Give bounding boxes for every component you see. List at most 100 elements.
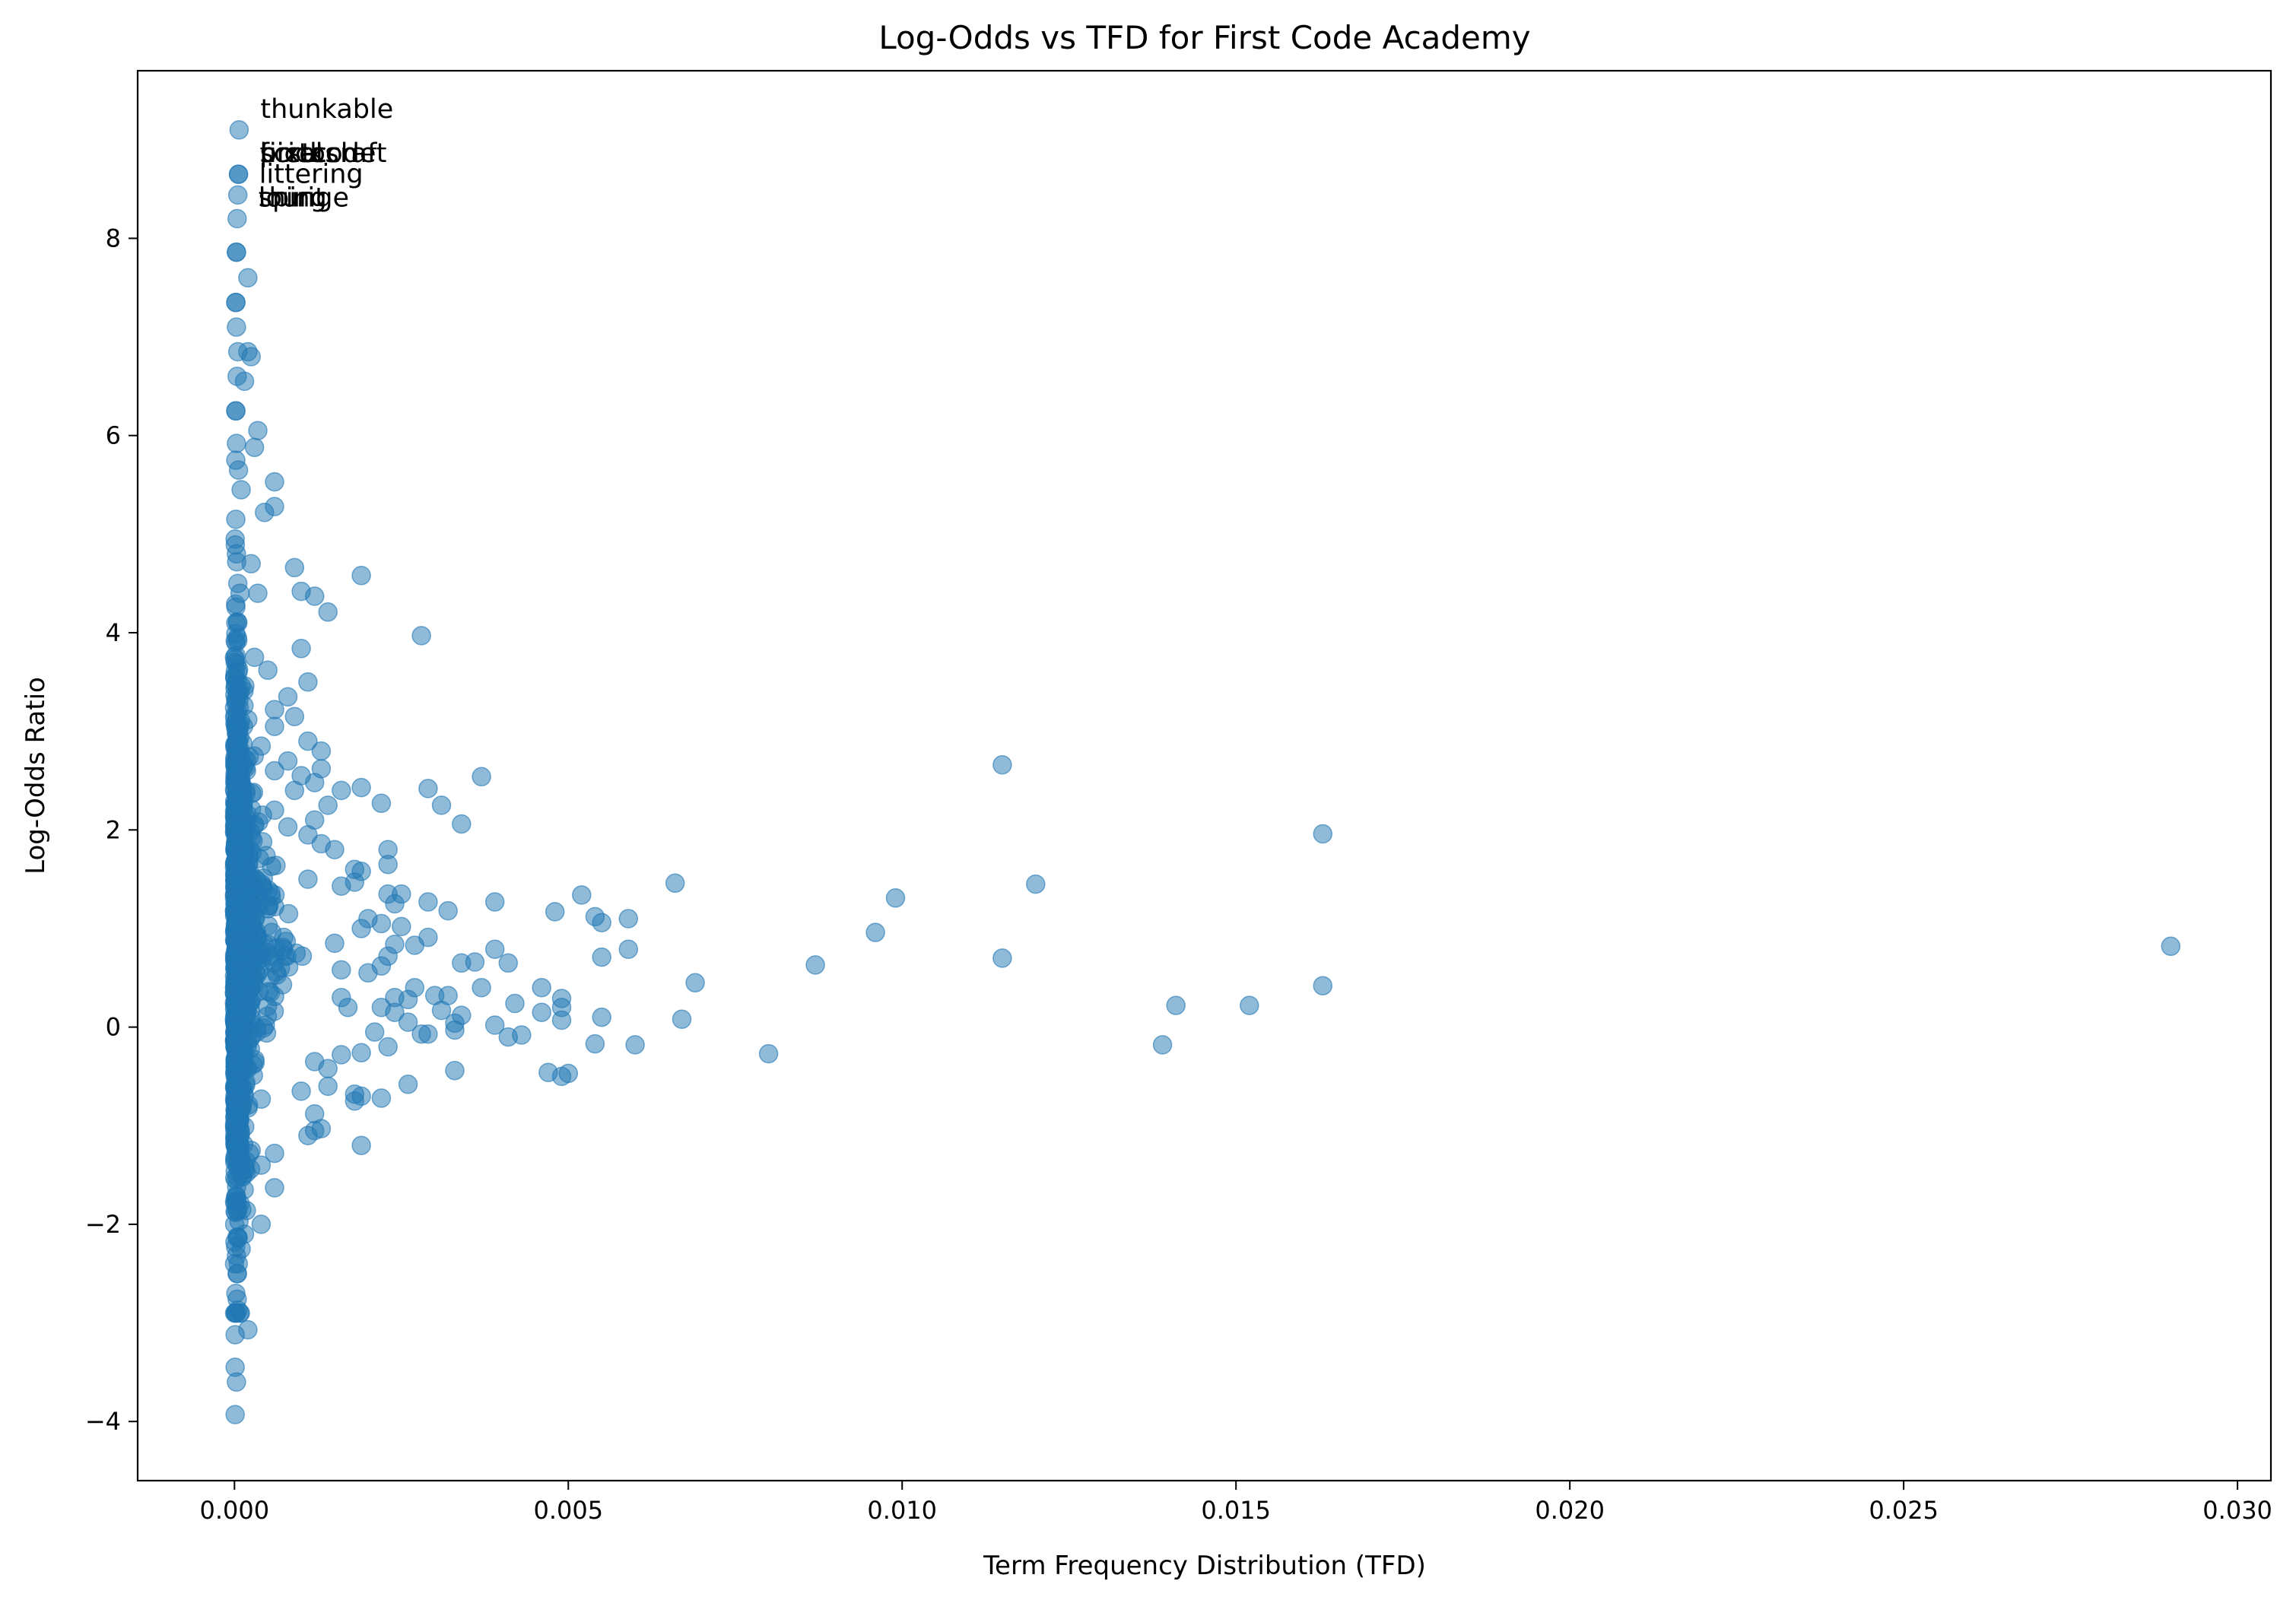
y-tick-label: 2: [106, 815, 121, 844]
data-point: [592, 913, 611, 932]
data-point: [298, 825, 318, 845]
data-point: [226, 401, 246, 421]
data-point: [431, 1000, 452, 1021]
data-point: [532, 1002, 551, 1022]
x-tick-label: 0.000: [199, 1496, 269, 1525]
x-tick-label: 0.030: [2202, 1496, 2272, 1525]
point-annotation: scratch: [260, 138, 357, 169]
data-point: [371, 1088, 392, 1108]
data-point: [240, 934, 259, 954]
data-point: [226, 1056, 246, 1077]
data-point: [465, 952, 485, 972]
data-point: [672, 1009, 692, 1029]
data-point: [398, 1012, 418, 1032]
data-point: [685, 973, 705, 993]
point-annotation: bricks: [260, 138, 339, 169]
data-point: [338, 997, 358, 1018]
data-point: [1152, 1035, 1173, 1055]
data-point: [592, 1007, 611, 1027]
data-point: [545, 902, 565, 922]
data-point: [265, 760, 284, 781]
data-point: [398, 1075, 418, 1094]
data-point: [378, 854, 398, 875]
data-point: [572, 885, 592, 905]
data-point: [238, 268, 258, 288]
data-point: [1313, 976, 1333, 995]
data-point: [248, 583, 268, 603]
data-point: [592, 947, 611, 967]
plot-frame: [136, 69, 2272, 1482]
point-annotation: thunkable: [260, 94, 393, 125]
data-point: [284, 706, 305, 726]
x-axis-title: Term Frequency Distribution (TFD): [983, 1551, 1426, 1581]
data-point: [228, 460, 249, 480]
data-point: [298, 672, 318, 692]
data-point: [385, 894, 405, 914]
data-point: [445, 1020, 465, 1040]
data-point: [262, 856, 281, 877]
y-tick-label: 6: [106, 421, 121, 450]
data-point: [472, 977, 491, 998]
data-point: [227, 433, 246, 453]
data-point: [227, 242, 246, 262]
data-point: [244, 647, 265, 668]
data-point: [271, 958, 291, 978]
data-point: [332, 780, 351, 801]
data-point: [265, 700, 284, 719]
point-annotation: lounge: [259, 183, 349, 214]
data-point: [438, 900, 458, 921]
data-point: [228, 164, 249, 184]
x-tick-label: 0.020: [1535, 1496, 1605, 1525]
data-point: [232, 966, 252, 986]
data-point: [405, 935, 425, 955]
data-point: [332, 876, 351, 896]
data-point: [371, 913, 392, 934]
annotations-layer: thunkable scratchpictocraftfirstcodebrick…: [259, 94, 393, 214]
data-point: [332, 1045, 351, 1065]
data-point: [378, 1037, 398, 1057]
chart-title: Log-Odds vs TFD for First Code Academy: [878, 19, 1530, 56]
data-point: [298, 1126, 318, 1145]
point-annotation: littering: [259, 159, 364, 189]
data-point: [418, 1024, 438, 1044]
data-point: [351, 777, 371, 798]
point-annotation: thing: [259, 183, 327, 214]
data-point: [418, 892, 438, 912]
data-point: [278, 817, 298, 837]
points-layer: [224, 120, 2181, 1424]
data-point: [230, 1303, 250, 1323]
data-point: [411, 626, 431, 646]
data-point: [805, 955, 825, 975]
data-point: [232, 819, 252, 839]
data-point: [226, 798, 246, 818]
data-point: [291, 639, 311, 659]
data-point: [278, 751, 298, 771]
data-point: [233, 1167, 252, 1187]
data-point: [484, 892, 505, 912]
data-point: [234, 371, 255, 392]
data-point: [665, 873, 685, 894]
data-point: [452, 814, 472, 834]
data-point: [228, 662, 248, 682]
data-point: [225, 1325, 245, 1345]
data-point: [371, 793, 392, 814]
data-point: [1240, 995, 1259, 1015]
data-point: [2161, 936, 2181, 957]
data-point: [228, 757, 248, 778]
data-point: [558, 1063, 579, 1084]
data-point: [618, 939, 639, 959]
data-point: [304, 773, 325, 792]
y-tick-label: −2: [85, 1210, 121, 1239]
data-point: [332, 960, 351, 980]
data-point: [298, 731, 318, 751]
x-tick-label: 0.025: [1869, 1496, 1939, 1525]
x-tick-label: 0.010: [867, 1496, 937, 1525]
data-point: [992, 948, 1012, 968]
data-point: [227, 551, 246, 572]
data-point: [351, 919, 371, 938]
data-point: [284, 780, 305, 801]
data-point: [251, 1214, 272, 1234]
data-point: [392, 916, 411, 937]
data-point: [304, 586, 325, 606]
data-point: [230, 983, 251, 1002]
